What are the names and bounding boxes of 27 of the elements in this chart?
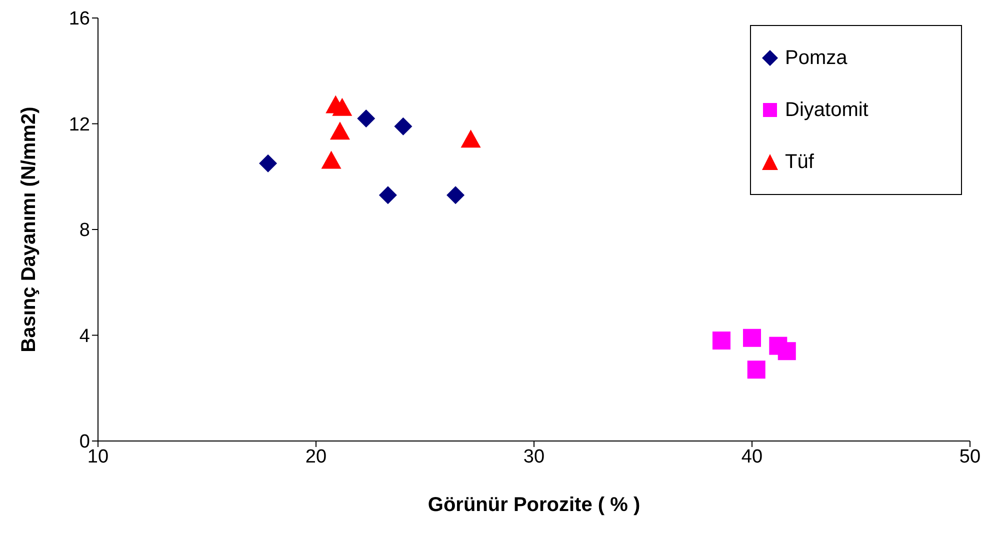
- y-tick-label: 12: [68, 114, 90, 136]
- x-tick-label: 20: [305, 446, 327, 468]
- x-tick-label: 30: [523, 446, 545, 468]
- point: [259, 154, 278, 172]
- legend-label: Pomza: [785, 46, 848, 70]
- legend-label: Diyatomit: [785, 98, 868, 122]
- y-tick-label: 16: [68, 8, 90, 30]
- point: [712, 332, 730, 350]
- y-axis-title: Basınç Dayanımı (N/mm2): [18, 106, 40, 352]
- x-axis-title: Görünür Porozite ( % ): [428, 494, 640, 516]
- x-tick-label: 40: [741, 446, 763, 468]
- point: [743, 328, 761, 347]
- point: [357, 109, 376, 128]
- point: [446, 186, 465, 204]
- x-tick-label: 50: [959, 446, 981, 468]
- point: [321, 150, 342, 169]
- x-tick-label: 10: [87, 446, 109, 468]
- legend-label: Tüf: [785, 150, 814, 174]
- point: [394, 117, 412, 136]
- point: [378, 186, 397, 204]
- y-tick-label: 4: [79, 326, 90, 347]
- point: [332, 98, 352, 116]
- point: [460, 130, 481, 148]
- point: [330, 122, 350, 140]
- point: [747, 360, 766, 379]
- y-tick-label: 8: [79, 220, 90, 242]
- y-tick-label: 0: [79, 432, 90, 453]
